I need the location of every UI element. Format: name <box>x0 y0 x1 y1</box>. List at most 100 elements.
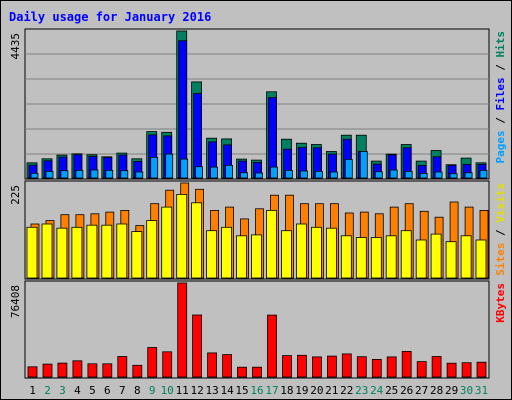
bar-kbytes-15 <box>237 366 247 378</box>
bar-visits-25 <box>385 235 397 279</box>
x-tick-label-20: 20 <box>310 384 323 397</box>
bar-pages-7 <box>120 170 129 179</box>
bar-visits-23 <box>355 237 367 279</box>
panel-visits: 225 Sites / Visits <box>9 180 507 280</box>
bar-pages-22 <box>344 158 353 179</box>
bar-kbytes-12 <box>192 314 203 378</box>
x-tick-label-2: 2 <box>44 384 51 397</box>
legend-item-0: Pages <box>494 130 507 163</box>
bar-pages-28 <box>434 171 443 179</box>
chart-title: Daily usage for January 2016 <box>9 10 211 24</box>
bar-kbytes-31 <box>476 361 487 378</box>
x-tick-label-24: 24 <box>370 384 384 397</box>
bar-visits-27 <box>415 239 427 279</box>
bar-pages-21 <box>329 171 338 179</box>
bar-kbytes-18 <box>282 355 292 378</box>
bar-visits-6 <box>101 224 113 279</box>
bar-visits-13 <box>206 230 218 279</box>
bar-kbytes-10 <box>162 351 173 378</box>
bar-pages-23 <box>359 151 368 179</box>
bar-files-17 <box>268 97 277 179</box>
series-visits <box>26 193 487 279</box>
x-tick-label-28: 28 <box>430 384 443 397</box>
bar-pages-2 <box>45 170 54 179</box>
bar-visits-5 <box>86 224 98 279</box>
bar-visits-22 <box>340 235 352 279</box>
panel-kbytes-legend: KBytes <box>494 283 507 323</box>
x-tick-label-3: 3 <box>59 384 66 397</box>
bar-kbytes-1 <box>27 366 38 378</box>
bar-visits-17 <box>266 209 277 279</box>
bar-visits-18 <box>281 230 292 279</box>
bar-visits-1 <box>26 226 38 279</box>
x-tick-label-15: 15 <box>235 384 248 397</box>
bar-visits-2 <box>41 223 53 279</box>
bar-pages-14 <box>225 164 234 179</box>
bar-pages-20 <box>314 170 323 179</box>
x-tick-label-14: 14 <box>220 384 234 397</box>
bar-pages-8 <box>135 171 144 179</box>
x-tick-label-30: 30 <box>460 384 473 397</box>
bar-visits-3 <box>56 227 68 279</box>
bar-pages-18 <box>285 169 293 179</box>
bar-kbytes-13 <box>207 352 218 378</box>
x-tick-label-21: 21 <box>325 384 338 397</box>
bar-pages-31 <box>479 169 488 179</box>
legend-item-0: KBytes <box>494 283 507 323</box>
bar-pages-5 <box>90 169 99 179</box>
bar-visits-10 <box>161 206 173 279</box>
bar-pages-25 <box>389 169 398 179</box>
x-tick-label-7: 7 <box>119 384 126 397</box>
x-tick-label-19: 19 <box>295 384 308 397</box>
bar-pages-15 <box>240 172 248 179</box>
chart-panels: 4435 Pages / Files / Hits 225 Sites / Visit… <box>9 28 507 379</box>
x-tick-label-10: 10 <box>161 384 174 397</box>
bar-pages-6 <box>105 169 114 179</box>
bar-visits-16 <box>251 234 262 279</box>
bar-visits-19 <box>295 223 307 279</box>
x-tick-label-27: 27 <box>415 384 428 397</box>
bar-kbytes-26 <box>401 350 412 378</box>
x-tick-label-1: 1 <box>29 384 36 397</box>
panel-visits-max-label: 225 <box>9 185 22 205</box>
bar-pages-3 <box>60 170 69 179</box>
x-tick-label-5: 5 <box>89 384 96 397</box>
x-tick-label-22: 22 <box>340 384 353 397</box>
x-tick-label-16: 16 <box>250 384 263 397</box>
x-tick-label-29: 29 <box>445 384 458 397</box>
bar-visits-14 <box>221 226 233 279</box>
bar-pages-10 <box>165 153 174 179</box>
panel-hits: 4435 Pages / Files / Hits <box>9 28 507 180</box>
bar-kbytes-19 <box>296 354 307 378</box>
x-tick-label-31: 31 <box>475 384 488 397</box>
bar-pages-29 <box>449 173 458 179</box>
bar-kbytes-14 <box>222 354 233 378</box>
x-tick-label-26: 26 <box>400 384 413 397</box>
bar-pages-16 <box>255 172 263 179</box>
bar-kbytes-27 <box>416 361 427 378</box>
bar-visits-31 <box>475 239 487 279</box>
bar-visits-26 <box>400 230 412 279</box>
bar-visits-11 <box>176 193 188 279</box>
bar-kbytes-22 <box>341 353 352 378</box>
bar-kbytes-25 <box>386 356 397 378</box>
bar-kbytes-8 <box>132 364 143 378</box>
panel-kbytes-area <box>24 280 490 379</box>
bar-visits-21 <box>325 227 337 279</box>
legend-item-2: Visits <box>494 183 507 223</box>
x-axis-labels: 1 2 3 4 5 6 7 8 9 10 11 12 13 14 15 16 17 18 19 20 21 22 23 24 2… <box>29 384 488 397</box>
bar-visits-29 <box>445 241 457 279</box>
bar-kbytes-20 <box>311 356 322 378</box>
bar-pages-30 <box>464 172 473 179</box>
bar-visits-8 <box>131 231 143 279</box>
x-tick-label-12: 12 <box>190 384 203 397</box>
panel-hits-legend: Pages / Files / Hits <box>494 31 507 164</box>
bar-kbytes-3 <box>57 362 68 378</box>
bar-pages-17 <box>270 166 278 179</box>
x-tick-label-8: 8 <box>134 384 141 397</box>
bar-pages-26 <box>404 170 413 179</box>
x-tick-label-9: 9 <box>149 384 156 397</box>
bar-visits-12 <box>191 202 203 279</box>
